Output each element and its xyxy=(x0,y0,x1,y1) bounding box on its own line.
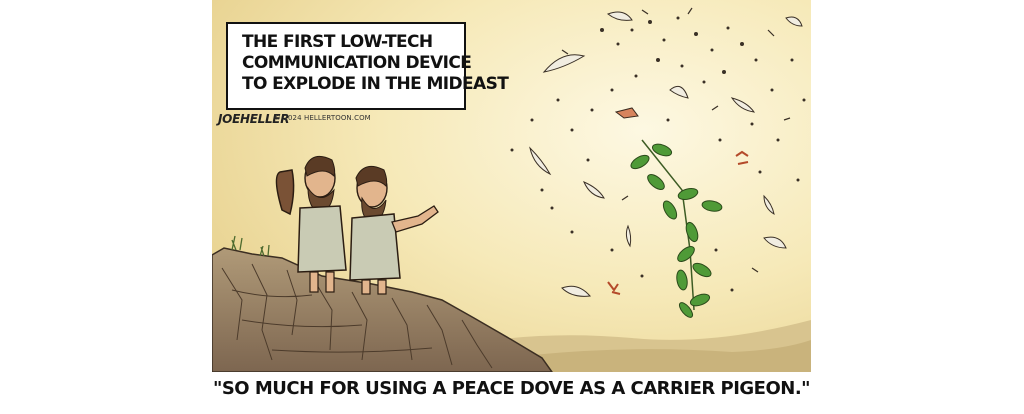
dove-foot xyxy=(735,150,749,165)
feather xyxy=(529,146,552,176)
olive-branch xyxy=(630,139,723,318)
feather xyxy=(730,97,756,113)
leaf xyxy=(692,262,712,278)
caveman-pointing xyxy=(349,165,439,295)
leaf xyxy=(685,221,699,243)
cartoon-panel: THE FIRST LOW-TECH COMMUNICATION DEVICE … xyxy=(212,0,811,372)
feathers xyxy=(529,11,803,297)
cartoon-illustration xyxy=(212,0,811,372)
caveman-2-tunic xyxy=(349,213,401,281)
dove-foot xyxy=(607,281,621,295)
caveman-1-tunic xyxy=(297,205,347,273)
branch-stem xyxy=(641,139,695,311)
feather xyxy=(763,194,775,216)
caption-line: TO EXPLODE IN THE MIDEAST xyxy=(242,74,509,94)
leaf xyxy=(676,269,688,291)
feather xyxy=(542,54,586,73)
caveman-1-left-leg xyxy=(309,271,319,293)
debris-dashes xyxy=(561,7,791,273)
leaf xyxy=(677,188,699,200)
feather xyxy=(669,85,689,99)
caveman-with-club xyxy=(275,155,347,293)
caveman-1-hair xyxy=(304,155,336,177)
valley-floor xyxy=(532,340,811,372)
leaf xyxy=(651,143,673,157)
feather xyxy=(625,224,632,248)
dove-beak xyxy=(614,107,639,119)
feather xyxy=(785,16,803,27)
leaf xyxy=(677,246,695,262)
leaf xyxy=(678,302,694,318)
artist-signature: JOEHELLER xyxy=(218,112,290,126)
leaf xyxy=(647,174,665,190)
caveman-1-right-leg xyxy=(325,271,335,293)
cliff-hatching xyxy=(221,263,493,369)
feather xyxy=(763,236,787,249)
caption-line: COMMUNICATION DEVICE xyxy=(242,53,472,73)
leaves xyxy=(630,143,723,318)
caveman-2-arm xyxy=(391,205,439,233)
feather xyxy=(583,181,605,199)
caption-box: THE FIRST LOW-TECH COMMUNICATION DEVICE … xyxy=(226,22,509,110)
feather xyxy=(561,285,591,297)
copyright-notice: © 2024 HELLERTOON.COM xyxy=(274,114,371,122)
leaf xyxy=(630,154,650,170)
leaf xyxy=(662,200,678,220)
leaf xyxy=(689,293,711,307)
caveman-2-left-leg xyxy=(361,279,371,295)
caveman-2-hair xyxy=(355,165,388,187)
cliff xyxy=(212,247,553,372)
club xyxy=(275,169,295,216)
caveman-2-right-leg xyxy=(377,279,387,295)
leaf xyxy=(701,200,723,212)
debris-specks xyxy=(510,16,806,292)
caption-line: THE FIRST LOW-TECH xyxy=(242,32,433,52)
cartoon-quote: "SO MUCH FOR USING A PEACE DOVE AS A CAR… xyxy=(212,378,811,399)
feather xyxy=(606,11,633,21)
grass-tufts xyxy=(231,235,270,257)
